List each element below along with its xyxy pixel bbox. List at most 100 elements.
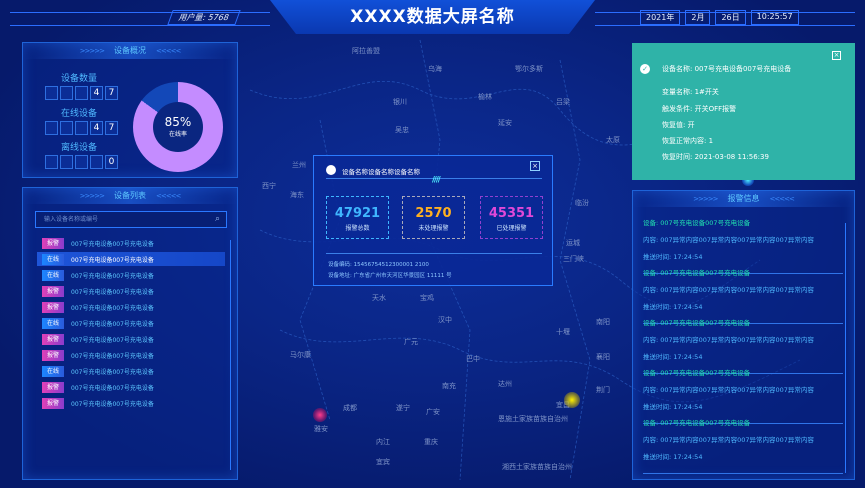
alarm-content: 内容: 007异常内容007异常内容007异常内容007异常内容 — [643, 236, 814, 244]
date-time: 2021年 2月 26日 10:25:57 — [640, 10, 799, 25]
stat-total-alarms: 47921 报警总数 — [326, 196, 389, 239]
alarm-item[interactable]: 设备: 007号充电设备007号充电设备 内容: 007异常内容007异常内容00… — [643, 417, 843, 474]
alarm-device: 设备: 007号充电设备007号充电设备 — [643, 369, 751, 377]
device-name: 007号充电设备007号充电设备 — [71, 352, 154, 360]
page-title: XXXX数据大屏名称 — [270, 0, 595, 34]
offline-devices-digits: 0 — [45, 155, 118, 169]
map-place-label: 湘西土家族苗族自治州 — [502, 463, 572, 471]
device-list-item[interactable]: 报警 007号充电设备007号充电设备 — [37, 348, 225, 362]
map-place-label: 延安 — [498, 119, 512, 127]
alarm-time: 推送时间: 17:24:54 — [643, 403, 703, 411]
map-place-label: 遂宁 — [396, 404, 410, 412]
map-place-label: 荆门 — [596, 386, 610, 394]
close-icon[interactable]: × — [832, 51, 841, 60]
device-address-value: 广东省广州市天河区华景园区 11111 号 — [353, 273, 452, 279]
alarm-content: 内容: 007异常内容007异常内容007异常内容007异常内容 — [643, 336, 814, 344]
device-list-item[interactable]: 报警 007号充电设备007号充电设备 — [37, 332, 225, 346]
recovery-notification-popup: ✓ × 设备名称: 007号充电设备007号充电设备 变量名称: 1#开关 触发… — [632, 43, 855, 180]
map-place-label: 西宁 — [262, 182, 276, 190]
map-place-label: 运城 — [566, 239, 580, 247]
alarm-device: 设备: 007号充电设备007号充电设备 — [643, 219, 751, 227]
map-place-label: 宝鸡 — [420, 294, 434, 302]
status-badge: 报警 — [42, 301, 64, 313]
map-hotspot-yellow[interactable] — [564, 392, 580, 408]
device-list-item[interactable]: 报警 007号充电设备007号充电设备 — [37, 380, 225, 394]
alarm-device: 设备: 007号充电设备007号充电设备 — [643, 269, 751, 277]
status-badge: 报警 — [42, 349, 64, 361]
map-place-label: 马尔康 — [290, 351, 311, 359]
device-search-input[interactable]: 输入设备名称或编号 ⌕ — [35, 211, 227, 228]
overview-title: 设备概况 — [114, 46, 146, 55]
online-rate-donut: 85% 在线率 — [133, 82, 223, 172]
stripes-decoration: //// — [432, 175, 441, 184]
device-name: 007号充电设备007号充电设备 — [71, 320, 154, 328]
offline-devices-label: 离线设备 — [61, 143, 98, 153]
popup-trigger: 触发条件: 开关OFF报警 — [662, 105, 737, 113]
digit — [75, 121, 88, 135]
device-list-item[interactable]: 在线 007号充电设备007号充电设备 — [37, 316, 225, 330]
map-place-label: 重庆 — [424, 438, 438, 446]
digit: 7 — [105, 86, 118, 100]
status-badge: 报警 — [42, 333, 64, 345]
check-circle-icon: ✓ — [640, 64, 650, 74]
search-placeholder: 输入设备名称或编号 — [44, 216, 99, 223]
device-list-item[interactable]: 报警 007号充电设备007号充电设备 — [37, 396, 225, 410]
chevrons-right-icon: >>>>> — [79, 47, 105, 55]
digit — [45, 121, 58, 135]
popup-variable: 变量名称: 1#开关 — [662, 88, 719, 96]
alarm-item[interactable]: 设备: 007号充电设备007号充电设备 内容: 007异常内容007异常内容00… — [643, 317, 843, 374]
device-list-item[interactable]: 在线 007号充电设备007号充电设备 — [37, 252, 225, 266]
status-badge: 在线 — [42, 269, 64, 281]
panel-title: >>>>> 设备列表 <<<<< — [23, 188, 237, 204]
date-month: 2月 — [685, 10, 711, 25]
digit: 7 — [105, 121, 118, 135]
status-badge: 在线 — [42, 253, 64, 265]
date-year: 2021年 — [640, 10, 681, 25]
clock-time: 10:25:57 — [750, 10, 799, 25]
device-name: 007号充电设备007号充电设备 — [71, 256, 154, 264]
device-count-label: 设备数量 — [61, 74, 98, 84]
map-place-label: 海东 — [290, 191, 304, 199]
chevrons-left-icon: <<<<< — [156, 192, 181, 200]
device-name: 007号充电设备007号充电设备 — [71, 400, 154, 408]
search-icon[interactable]: ⌕ — [214, 214, 220, 224]
device-name: 007号充电设备007号充电设备 — [71, 384, 154, 392]
status-badge: 在线 — [42, 365, 64, 377]
alarm-time: 推送时间: 17:24:54 — [643, 303, 703, 311]
device-code-label: 设备编码: — [328, 262, 352, 268]
alarm-content: 内容: 007异常内容007异常内容007异常内容007异常内容 — [643, 436, 814, 444]
popup-recover-content: 恢复正常内容: 1 — [662, 137, 714, 145]
status-badge: 报警 — [42, 237, 64, 249]
device-list-item[interactable]: 报警 007号充电设备007号充电设备 — [37, 284, 225, 298]
device-list-item[interactable]: 在线 007号充电设备007号充电设备 — [37, 364, 225, 378]
map-place-label: 太原 — [606, 136, 620, 144]
panel-title: >>>>> 设备概况 <<<<< — [23, 43, 237, 59]
stat-label: 报警总数 — [345, 225, 370, 232]
status-badge: 报警 — [42, 381, 64, 393]
digit — [75, 155, 88, 169]
alarm-item[interactable]: 设备: 007号充电设备007号充电设备内容: 007异常内容007异常内容00… — [643, 217, 843, 274]
device-list-item[interactable]: 报警 007号充电设备007号充电设备 — [37, 236, 225, 250]
stat-value: 45351 — [488, 206, 535, 221]
map-place-label: 广安 — [426, 408, 440, 416]
digit — [60, 155, 73, 169]
close-icon[interactable]: × — [530, 161, 540, 171]
stat-unprocessed-alarms: 2570 未处理报警 — [402, 196, 465, 239]
list-scrollbar[interactable] — [230, 240, 231, 470]
user-count: 用户量: 5768 — [167, 10, 241, 25]
device-list-item[interactable]: 在线 007号充电设备007号充电设备 — [37, 268, 225, 282]
map-place-label: 南充 — [442, 382, 456, 390]
device-list-item[interactable]: 报警 007号充电设备007号充电设备 — [37, 300, 225, 314]
alarm-time: 推送时间: 17:24:54 — [643, 353, 703, 361]
alarm-item[interactable]: 设备: 007号充电设备007号充电设备 内容: 007异常内容007异常内容00… — [643, 367, 843, 424]
digit: 4 — [90, 121, 103, 135]
alarm-item[interactable]: 设备: 007号充电设备007号充电设备 内容: 007异常内容007异常内容00… — [643, 267, 843, 324]
digit — [60, 86, 73, 100]
map-place-label: 兰州 — [292, 161, 306, 169]
map-hotspot-pink[interactable] — [313, 408, 327, 422]
device-address-label: 设备地址: — [328, 273, 352, 279]
map-place-label: 临汾 — [575, 199, 589, 207]
alarm-scrollbar[interactable] — [845, 223, 846, 473]
map-place-label: 鄂尔多斯 — [515, 65, 543, 73]
